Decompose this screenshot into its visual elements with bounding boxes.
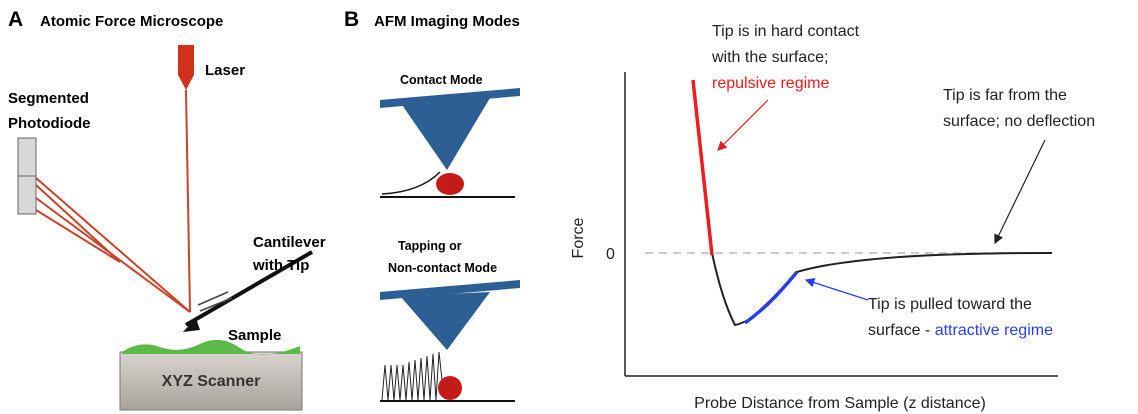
sample-particle [436,173,464,195]
cantilever [184,250,314,327]
annotation: with the surface; [711,49,829,66]
tip [183,318,200,332]
panel-a: A Atomic Force Microscope Laser Segmente… [8,8,326,411]
mode-label: Non-contact Mode [388,261,497,275]
arrow [804,278,869,301]
motion-line [197,291,229,306]
reflected-beams [35,177,191,313]
laser-beam [185,89,191,313]
panel-letter: B [344,8,359,31]
attractive-segment [743,270,799,325]
laser-body [178,45,194,75]
panel-letter: A [8,8,23,31]
annotation: surface; no deflection [943,113,1095,130]
panel-b: B AFM Imaging Modes Contact Mode Tapping… [344,8,520,402]
motion-line [199,297,233,312]
scanner-label: XYZ Scanner [162,373,261,390]
repulsive-segment [691,79,714,256]
force-plot: 0 Force Probe Distance from Sample (z di… [570,23,1095,412]
mode-label: Contact Mode [400,73,483,87]
photodiode-label: Segmented [8,90,89,107]
force-curve [692,79,1053,327]
annotation-highlight: attractive regime [935,322,1053,339]
annotation: Tip is pulled toward the [868,296,1032,313]
panel-title: Atomic Force Microscope [40,13,223,30]
photodiode-label: Photodiode [8,115,91,132]
sample-surface [122,339,300,355]
y-axis-label: Force [570,217,587,258]
panel-title: AFM Imaging Modes [374,13,520,30]
annotation: Tip is in hard contact [712,23,860,40]
arrow [717,99,769,151]
tip [400,98,490,170]
arrow [994,139,1046,245]
scanner [119,351,303,411]
zero-label: 0 [606,246,615,263]
cantilever-bar [380,280,520,300]
annotation-highlight: repulsive regime [712,75,829,92]
sample-particle [438,376,462,400]
mode-label: Tapping or [398,239,462,253]
x-axis-label: Probe Distance from Sample (z distance) [694,395,986,412]
annotation: surface - [868,322,930,339]
annotation: Tip is far from the [943,87,1067,104]
tip [400,292,490,350]
cantilever-label: with Tip [252,257,309,274]
cantilever-label: Cantilever [253,234,326,251]
laser-label: Laser [205,62,245,79]
annotation: surface - attractive regime [868,322,1053,339]
deflection [381,171,441,195]
sample-label: Sample [228,327,281,344]
laser-nozzle [178,75,194,90]
oscillation [381,351,443,401]
